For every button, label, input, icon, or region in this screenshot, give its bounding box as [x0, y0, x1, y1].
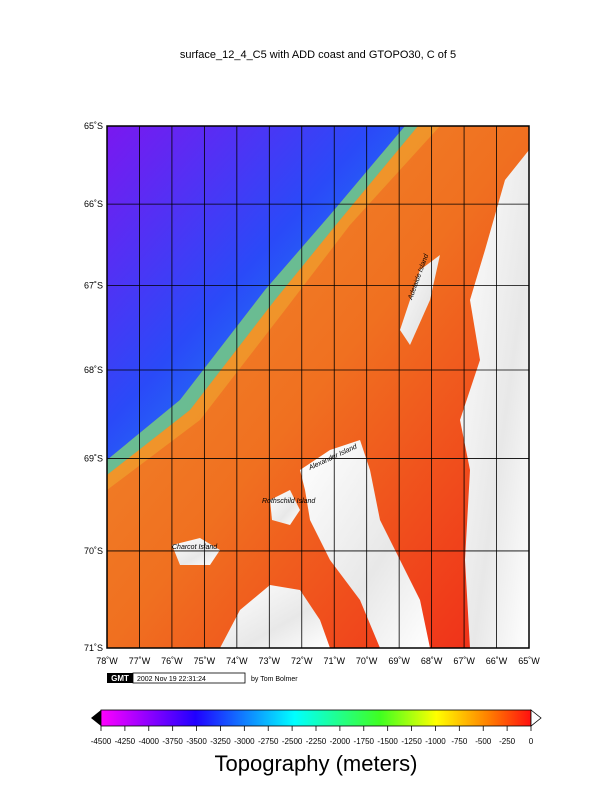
- lon-label: 68˚W: [421, 656, 443, 666]
- lon-label: 78˚W: [96, 656, 118, 666]
- colorbar-tick-label: -1750: [354, 737, 375, 746]
- colorbar-tick-label: -1500: [377, 737, 398, 746]
- colorbar-tick-label: -3750: [162, 737, 183, 746]
- lat-label: 71˚S: [84, 643, 103, 653]
- colorbar-tick-label: -1000: [425, 737, 446, 746]
- colorbar-tick-label: -4000: [139, 737, 160, 746]
- timestamp: 2002 Nov 19 22:31:24: [137, 676, 206, 683]
- lon-label: 65˚W: [518, 656, 540, 666]
- credit: by Tom Bolmer: [251, 676, 298, 683]
- lon-label: 76˚W: [161, 656, 183, 666]
- lon-label: 71˚W: [323, 656, 345, 666]
- lon-label: 70˚W: [356, 656, 378, 666]
- lon-label: 72˚W: [291, 656, 313, 666]
- lat-label: 69˚S: [84, 453, 103, 463]
- colorbar-tick-label: -2000: [330, 737, 351, 746]
- colorbar: [100, 709, 532, 727]
- colorbar-tick-label: -1250: [401, 737, 422, 746]
- logo: GMT: [111, 674, 129, 683]
- colorbar-tick-label: -3000: [234, 737, 255, 746]
- colorbar-tick-label: -3250: [210, 737, 231, 746]
- colorbar-tick-label: -4250: [115, 737, 136, 746]
- colorbar-tick-label: -750: [451, 737, 468, 746]
- colorbar-tick-label: -4500: [91, 737, 112, 746]
- lat-label: 68˚S: [84, 365, 103, 375]
- place-label: Charcot Island: [172, 544, 218, 551]
- colorbar-tick-label: -500: [475, 737, 492, 746]
- lat-label: 70˚S: [84, 546, 103, 556]
- title: surface_12_4_C5 with ADD coast and GTOPO…: [180, 49, 456, 61]
- lat-label: 65˚S: [84, 121, 103, 131]
- lat-label: 67˚S: [84, 280, 103, 290]
- lon-label: 74˚W: [226, 656, 248, 666]
- colorbar-tick-label: -2500: [282, 737, 303, 746]
- lon-label: 73˚W: [259, 656, 281, 666]
- colorbar-tick-label: -3500: [186, 737, 207, 746]
- map-frame: [106, 125, 530, 649]
- lon-label: 67˚W: [453, 656, 475, 666]
- lon-label: 75˚W: [194, 656, 216, 666]
- colorbar-tick-label: -2750: [258, 737, 279, 746]
- colorbar-tick-label: -250: [499, 737, 516, 746]
- colorbar-tick-label: -2250: [306, 737, 327, 746]
- lon-label: 77˚W: [129, 656, 151, 666]
- colorbar-label: Topography (meters): [215, 751, 418, 776]
- lon-label: 66˚W: [486, 656, 508, 666]
- lat-label: 66˚S: [84, 199, 103, 209]
- colorbar-high-arrow: [530, 709, 542, 727]
- colorbar-low-arrow: [91, 710, 101, 726]
- map-image: [107, 126, 529, 648]
- lon-label: 69˚W: [388, 656, 410, 666]
- colorbar-tick-label: 0: [529, 737, 534, 746]
- gmt-stamp: GMT 2002 Nov 19 22:31:24 by Tom Bolmer: [107, 672, 298, 684]
- place-label: Rothschild Island: [262, 498, 316, 505]
